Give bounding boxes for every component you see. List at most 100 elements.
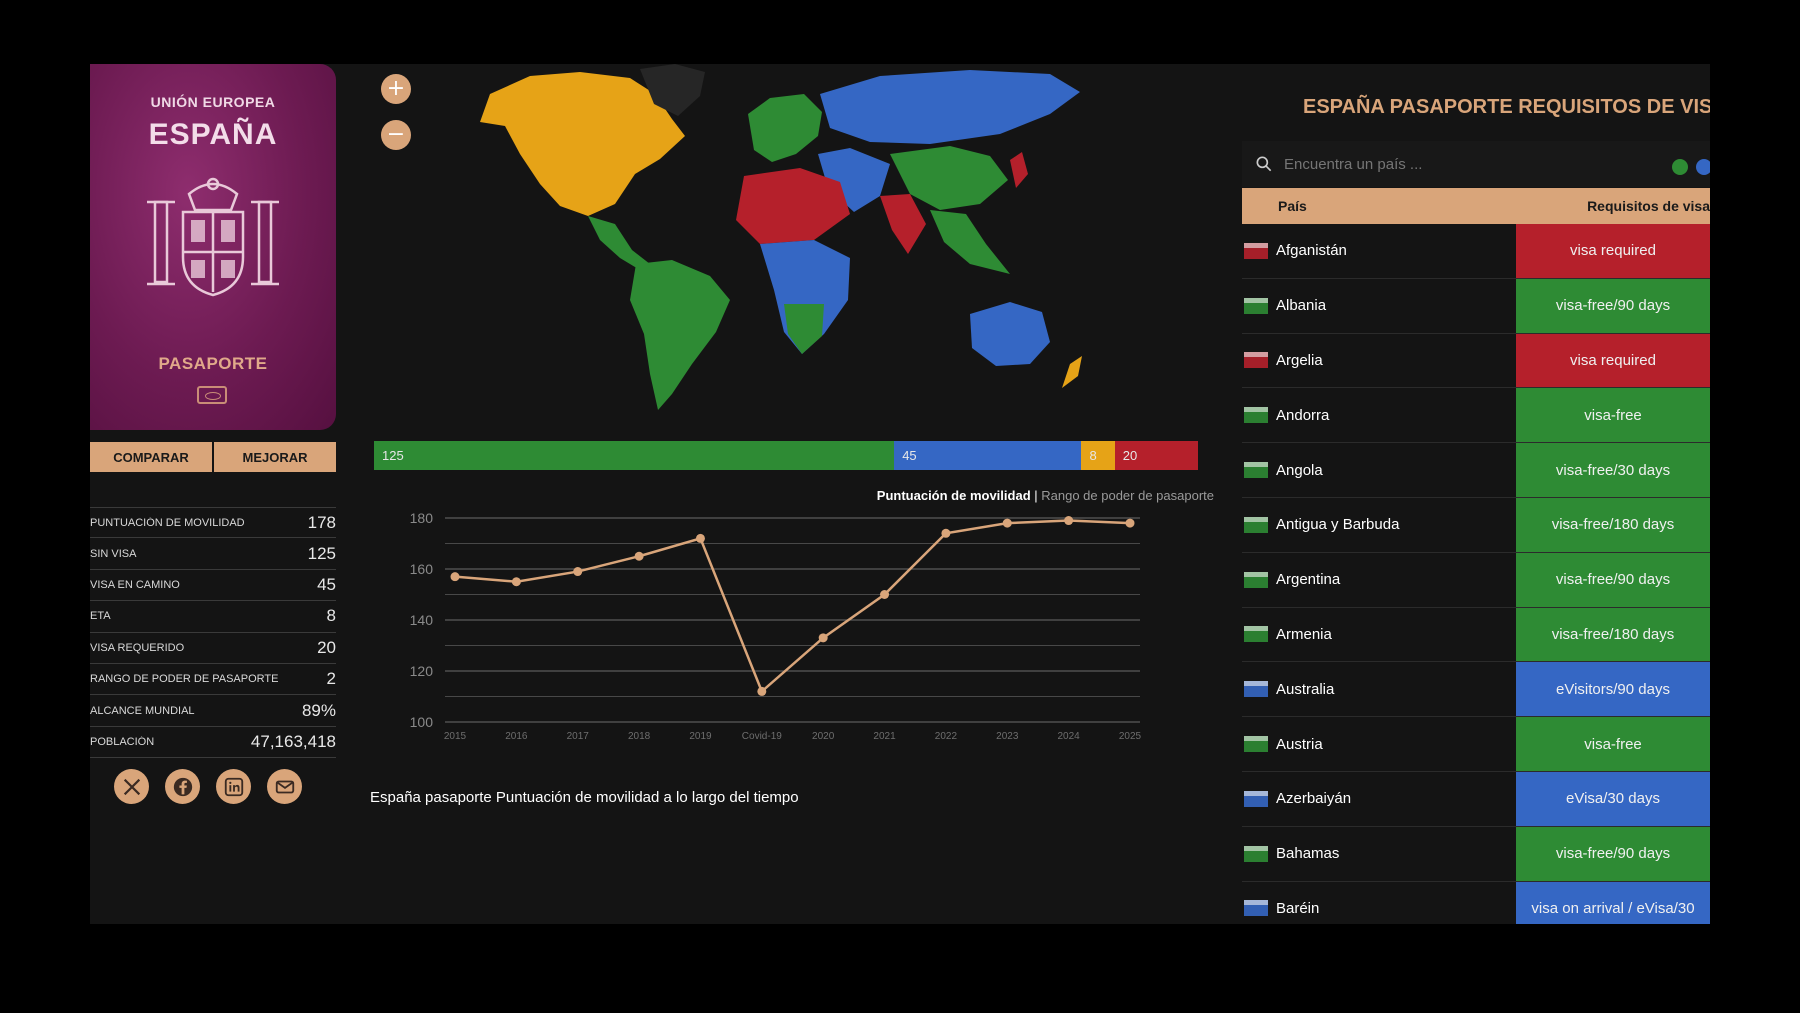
data-point[interactable] bbox=[757, 686, 767, 696]
table-row[interactable]: Argentina visa-free/90 days bbox=[1242, 552, 1710, 608]
data-point[interactable] bbox=[1125, 518, 1135, 528]
map-sub-saharan-africa bbox=[760, 240, 850, 354]
stat-value: 8 bbox=[326, 606, 336, 626]
data-point[interactable] bbox=[634, 551, 644, 561]
country-search-input[interactable] bbox=[1284, 155, 1644, 173]
map-north-africa bbox=[736, 168, 850, 244]
country-flag-icon bbox=[1244, 681, 1268, 698]
map-japan bbox=[1010, 152, 1028, 188]
stat-label: VISA REQUERIDO bbox=[90, 641, 185, 654]
data-point[interactable] bbox=[695, 533, 705, 543]
linkedin-icon[interactable] bbox=[216, 769, 251, 804]
stat-row: ALCANCE MUNDIAL 89% bbox=[90, 695, 336, 727]
stat-label: SIN VISA bbox=[90, 547, 137, 560]
country-name: Andorra bbox=[1276, 406, 1330, 424]
visa-requirement: eVisitors/90 days bbox=[1516, 662, 1710, 717]
country-flag-icon bbox=[1244, 516, 1268, 533]
country-flag-icon bbox=[1244, 407, 1268, 424]
visa-requirement: visa-free/30 days bbox=[1516, 443, 1710, 497]
chart-title: España pasaporte Puntuación de movilidad… bbox=[370, 789, 799, 806]
passport-union-label: UNIÓN EUROPEA bbox=[150, 94, 276, 110]
mail-icon[interactable] bbox=[267, 769, 302, 804]
table-row[interactable]: Antigua y Barbuda visa-free/180 days bbox=[1242, 497, 1710, 553]
table-row[interactable]: Azerbaiyán eVisa/30 days bbox=[1242, 771, 1710, 827]
map-russia bbox=[820, 70, 1080, 144]
stat-row: ETA 8 bbox=[90, 601, 336, 633]
country-flag-icon bbox=[1244, 352, 1268, 369]
country-flag-icon bbox=[1244, 462, 1268, 479]
table-row[interactable]: Armenia visa-free/180 days bbox=[1242, 607, 1710, 663]
map-south-east-asia bbox=[930, 210, 1010, 274]
data-point[interactable] bbox=[1064, 516, 1074, 526]
x-tick-label: 2021 bbox=[873, 731, 896, 742]
mobility-score-chart: 100 120 140 160 180 2015 2016 2017 2018 2019 Covid… bbox=[410, 510, 1142, 742]
zoom-in-button[interactable]: + bbox=[381, 74, 411, 104]
map-southern-africa bbox=[784, 304, 824, 354]
y-tick-label: 100 bbox=[410, 714, 434, 730]
country-name: Antigua y Barbuda bbox=[1276, 516, 1400, 534]
series-line bbox=[454, 519, 1131, 694]
stat-label: POBLACIÓN bbox=[90, 735, 155, 748]
column-country[interactable]: País bbox=[1278, 198, 1307, 214]
x-tick-label: 2023 bbox=[996, 731, 1019, 742]
y-tick-label: 160 bbox=[410, 561, 434, 577]
table-row[interactable]: Argelia visa required bbox=[1242, 333, 1710, 389]
table-row[interactable]: Andorra visa-free bbox=[1242, 388, 1710, 444]
data-point[interactable] bbox=[573, 567, 583, 577]
y-tick-label: 180 bbox=[410, 510, 434, 526]
improve-button[interactable]: MEJORAR bbox=[214, 442, 336, 472]
filter-visa-free-dot[interactable] bbox=[1672, 159, 1688, 175]
data-point[interactable] bbox=[511, 577, 521, 587]
y-tick-label: 140 bbox=[410, 612, 434, 628]
x-tick-label: 2019 bbox=[689, 731, 712, 742]
passport-rank-tab[interactable]: Rango de poder de pasaporte bbox=[1041, 488, 1214, 503]
table-row[interactable]: Australia eVisitors/90 days bbox=[1242, 662, 1710, 718]
country-name: Angola bbox=[1276, 461, 1323, 479]
x-tick-label: 2025 bbox=[1119, 731, 1142, 742]
data-point[interactable] bbox=[818, 633, 828, 643]
country-name: Bahamas bbox=[1276, 845, 1340, 863]
stat-row: VISA REQUERIDO 20 bbox=[90, 633, 336, 664]
zoom-out-button[interactable]: − bbox=[381, 120, 411, 150]
table-row[interactable]: Angola visa-free/30 days bbox=[1242, 443, 1710, 498]
visa-distribution-bar: 125 45 8 20 bbox=[374, 441, 1198, 470]
country-name: Argentina bbox=[1276, 571, 1341, 589]
stat-label: VISA EN CAMINO bbox=[90, 578, 180, 591]
compare-button[interactable]: COMPARAR bbox=[90, 442, 212, 472]
data-point[interactable] bbox=[880, 590, 890, 599]
country-flag-icon bbox=[1244, 790, 1268, 807]
map-new-zealand bbox=[1062, 356, 1082, 388]
data-point[interactable] bbox=[941, 528, 951, 538]
mobility-score-tab[interactable]: Puntuación de movilidad bbox=[876, 488, 1031, 503]
country-name: Australia bbox=[1276, 680, 1335, 698]
x-tick-label: 2015 bbox=[444, 731, 467, 742]
x-icon[interactable] bbox=[114, 769, 149, 804]
distribution-segment: 20 bbox=[1114, 441, 1198, 470]
table-row[interactable]: Austria visa-free bbox=[1242, 717, 1710, 772]
x-tick-label: 2022 bbox=[935, 731, 958, 742]
visa-table-body: Afganistán visa required Albania visa-free/… bbox=[1242, 224, 1710, 924]
country-flag-icon bbox=[1244, 736, 1268, 753]
visa-requirement: visa-free/90 days bbox=[1516, 826, 1710, 881]
country-name: Austria bbox=[1276, 735, 1323, 753]
passport-cover: UNIÓN EUROPEA ESPAÑA PASAPORTE bbox=[90, 64, 336, 430]
world-map[interactable] bbox=[410, 64, 1170, 424]
column-requirement[interactable]: Requisitos de visa bbox=[1587, 198, 1710, 214]
toggle-separator: | bbox=[1030, 488, 1042, 503]
stat-label: ETA bbox=[90, 610, 111, 623]
table-row[interactable]: Afganistán visa required bbox=[1242, 224, 1710, 279]
visa-requirement: eVisa/30 days bbox=[1516, 771, 1710, 826]
visa-requirement: visa-free bbox=[1516, 388, 1710, 443]
filter-visa-on-arrival-dot[interactable] bbox=[1696, 159, 1710, 175]
table-row[interactable]: Bahamas visa-free/90 days bbox=[1242, 826, 1710, 882]
visa-requirement: visa-free/180 days bbox=[1516, 607, 1710, 662]
visa-requirement: visa required bbox=[1516, 224, 1710, 278]
visa-requirement: visa-free/90 days bbox=[1516, 278, 1710, 333]
facebook-icon[interactable] bbox=[165, 769, 200, 804]
data-point[interactable] bbox=[450, 572, 460, 582]
table-row[interactable]: Albania visa-free/90 days bbox=[1242, 278, 1710, 334]
table-row[interactable]: Baréin visa on arrival / eVisa/30 bbox=[1242, 881, 1710, 924]
data-point[interactable] bbox=[1002, 518, 1012, 528]
map-middle-east bbox=[818, 148, 890, 212]
x-tick-label: 2018 bbox=[628, 731, 651, 742]
